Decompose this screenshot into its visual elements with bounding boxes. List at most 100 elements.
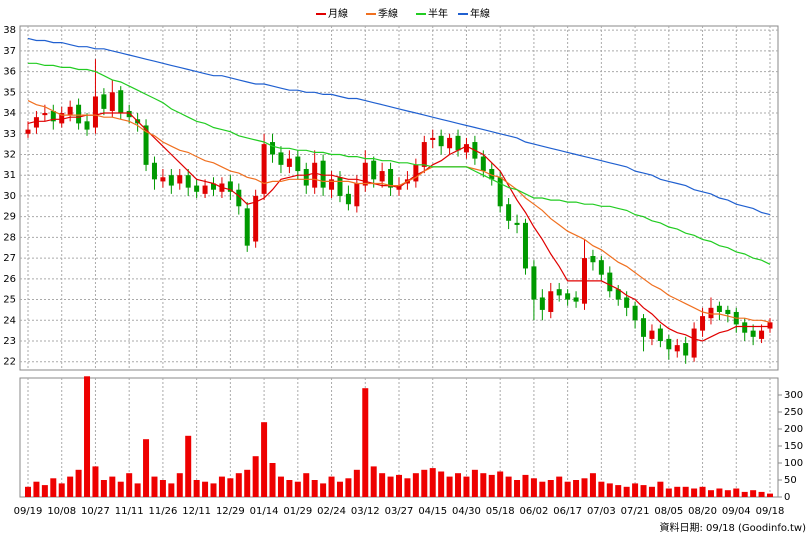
x-tick-label: 10/27	[81, 506, 110, 517]
candle-body	[371, 160, 377, 180]
volume-bar	[33, 481, 40, 497]
candle-body	[649, 330, 655, 339]
volume-tick-label: 150	[784, 441, 803, 452]
volume-bar	[92, 466, 99, 497]
volume-bar	[126, 473, 133, 497]
legend-label: 季線	[378, 7, 398, 20]
x-tick-label: 07/03	[587, 506, 616, 517]
volume-bar	[25, 486, 31, 497]
x-tick-label: 12/11	[182, 506, 211, 517]
volume-bar	[674, 486, 681, 497]
volume-tick-label: 300	[784, 390, 803, 401]
volume-bar	[379, 473, 386, 497]
candle-body	[632, 305, 638, 321]
candle-body	[556, 289, 562, 296]
candle-body	[691, 328, 697, 358]
volume-bar	[176, 473, 183, 497]
candle-body	[270, 142, 276, 155]
candle-body	[362, 162, 368, 186]
candle-body	[143, 125, 149, 165]
volume-bar	[277, 476, 284, 497]
volume-bar	[657, 481, 664, 497]
volume-tick-label: 0	[784, 492, 790, 503]
x-tick-label: 06/17	[553, 506, 582, 517]
volume-bar	[463, 476, 470, 497]
candle-body	[185, 175, 191, 188]
volume-bar	[58, 483, 65, 497]
volume-bar	[311, 480, 318, 497]
volume-bar	[573, 480, 580, 497]
volume-bar	[159, 480, 166, 497]
candle-body	[413, 164, 419, 182]
candle-body	[151, 162, 157, 180]
x-tick-label: 06/02	[519, 506, 548, 517]
volume-bar	[303, 473, 310, 497]
volume-bar	[50, 478, 57, 497]
candle-body	[615, 289, 621, 300]
volume-bar	[421, 469, 428, 497]
ma-line	[27, 37, 771, 216]
volume-bar	[387, 476, 394, 497]
candle-body	[548, 291, 554, 312]
candle-body	[708, 307, 714, 319]
candle-body	[388, 168, 394, 188]
candle-body	[76, 104, 82, 124]
volume-bar	[648, 486, 655, 497]
candle-body	[590, 256, 596, 263]
volume-bar	[235, 473, 242, 497]
volume-bar	[336, 481, 343, 497]
volume-bar	[151, 476, 158, 497]
candle-body	[261, 144, 267, 194]
volume-bar	[716, 488, 723, 497]
candle-body	[227, 181, 233, 192]
volume-bar	[488, 474, 495, 497]
volume-bar	[193, 480, 200, 497]
volume-bar	[84, 376, 91, 497]
volume-bar	[438, 471, 445, 497]
candle-body	[742, 322, 748, 333]
volume-bar	[185, 435, 192, 497]
volume-bar	[202, 481, 209, 497]
x-tick-label: 05/18	[486, 506, 515, 517]
x-tick-label: 04/15	[418, 506, 447, 517]
candle-body	[92, 96, 98, 128]
candle-body	[421, 142, 427, 167]
volume-bar	[143, 439, 150, 497]
candle-body	[168, 175, 174, 186]
volume-bar	[412, 473, 419, 497]
candle-body	[447, 137, 453, 149]
candle-body	[101, 94, 107, 109]
x-tick-label: 11/11	[115, 506, 144, 517]
x-tick-label: 04/30	[452, 506, 481, 517]
y-tick-label: 38	[3, 25, 16, 36]
candle-body	[455, 135, 461, 151]
volume-bar	[522, 474, 529, 497]
volume-bar	[691, 488, 698, 497]
candle-body	[84, 121, 90, 130]
y-tick-label: 31	[3, 170, 16, 181]
volume-tick-label: 100	[784, 458, 803, 469]
volume-bar	[455, 473, 462, 497]
candle-body	[329, 179, 335, 190]
volume-tick-label: 50	[784, 475, 797, 486]
volume-bar	[682, 486, 689, 497]
volume-bar	[320, 483, 327, 497]
candle-body	[522, 222, 528, 269]
volume-bar	[505, 476, 512, 497]
volume-bar	[480, 473, 487, 497]
candle-body	[506, 204, 512, 221]
x-tick-label: 03/12	[351, 506, 380, 517]
candle-body	[725, 309, 731, 315]
volume-bar	[589, 473, 596, 497]
volume-bar	[615, 485, 622, 497]
candle-body	[438, 135, 444, 147]
volume-bar	[606, 483, 613, 497]
y-tick-label: 26	[3, 274, 16, 285]
volume-bar	[758, 491, 765, 497]
y-tick-label: 23	[3, 336, 16, 347]
candle-body	[295, 156, 301, 172]
candle-body	[497, 177, 503, 207]
y-tick-label: 24	[3, 315, 16, 326]
candle-body	[253, 195, 259, 242]
volume-bar	[244, 469, 251, 497]
